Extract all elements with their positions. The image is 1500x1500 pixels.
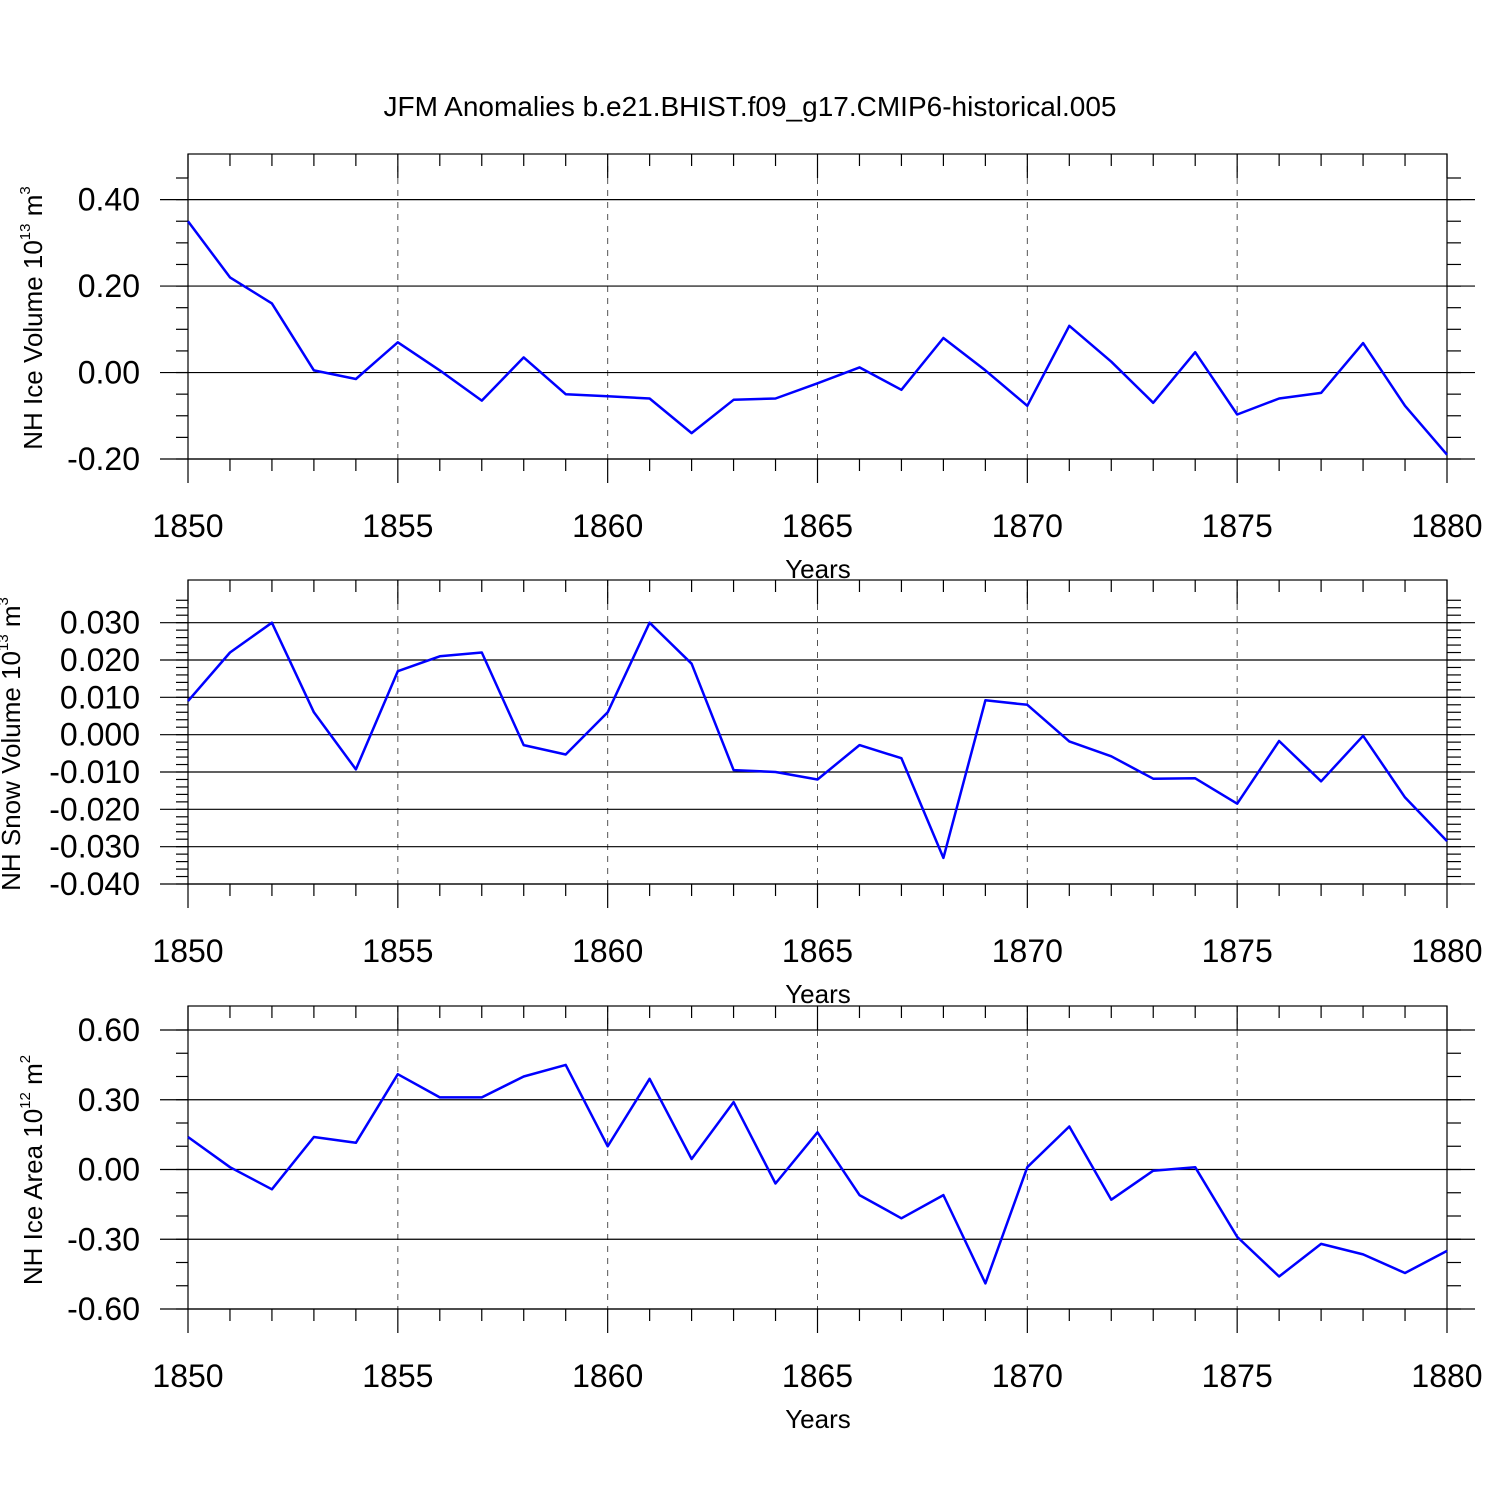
x-tick-labels-ice-volume: 1850 1855 1860 1865 1870 1875 1880: [152, 508, 1482, 544]
y-tick-labels-ice-area: -0.60 -0.30 0.00 0.30 0.60: [67, 1012, 140, 1327]
x-tick-label: 1850: [152, 933, 223, 969]
ticks-snow-volume: [176, 580, 1461, 908]
x-tick-label: 1860: [572, 933, 643, 969]
panel-snow-volume: -0.040-0.030-0.020-0.0100.0000.0100.0200…: [0, 579, 1483, 1009]
panel-ice-area: -0.60-0.300.000.300.60 1850 1855 1860 1865 1…: [17, 1005, 1483, 1434]
y-axis-title-snow-volume: NH Snow Volume 1013 m3: [0, 597, 26, 891]
y-tick-label: 0.30: [78, 1082, 140, 1118]
x-tick-label: 1880: [1411, 933, 1482, 969]
x-tick-label: 1855: [362, 1358, 433, 1394]
y-tick-label: -0.30: [67, 1221, 140, 1257]
series-line-ice-volume: [186, 220, 1448, 456]
y-axis-title-ice-volume: NH Ice Volume 1013 m3: [17, 186, 48, 449]
x-tick-label: 1850: [152, 1358, 223, 1394]
x-axis-title-ice-area: Years: [785, 1404, 851, 1434]
x-tick-labels-snow-volume: 1850 1855 1860 1865 1870 1875 1880: [152, 933, 1482, 969]
y-tick-label: 0.010: [60, 679, 140, 715]
y-axis-title-unit: m: [0, 605, 26, 634]
y-tick-label: 0.00: [78, 355, 140, 391]
y-tick-label: -0.020: [49, 791, 140, 827]
x-tick-label: 1880: [1411, 508, 1482, 544]
series-line-snow-volume: [187, 621, 1448, 860]
grid-ice-area: [397, 1006, 1238, 1309]
x-tick-label: 1870: [992, 508, 1063, 544]
x-axis-title-snow-volume: Years: [785, 979, 851, 1009]
y-tick-label: 0.030: [60, 605, 140, 641]
x-tick-label: 1875: [1202, 933, 1273, 969]
y-axis-title-exponent: 12: [17, 1092, 34, 1109]
y-tick-label: 0.020: [60, 642, 140, 678]
y-axis-title-prefix: NH Snow Volume 10: [0, 651, 26, 891]
x-tick-label: 1875: [1202, 1358, 1273, 1394]
ticks-ice-volume: [176, 154, 1461, 483]
y-axis-title-unit-exponent: 3: [0, 597, 12, 605]
y-tick-labels-ice-volume: -0.20 0.00 0.20 0.40: [67, 182, 140, 477]
y-tick-label: 0.20: [78, 268, 140, 304]
grid-ice-volume: [397, 154, 1238, 459]
x-tick-label: 1870: [992, 1358, 1063, 1394]
x-tick-label: 1850: [152, 508, 223, 544]
x-tick-label: 1875: [1202, 508, 1273, 544]
y-tick-label: -0.040: [49, 866, 140, 902]
x-axis-title-ice-volume: Years: [785, 554, 851, 584]
y-axis-title-unit: m: [18, 195, 48, 224]
x-tick-label: 1860: [572, 1358, 643, 1394]
y-axis-title-prefix: NH Ice Area 10: [18, 1109, 48, 1285]
y-tick-labels-snow-volume: -0.040-0.030-0.020-0.0100.0000.0100.0200…: [49, 605, 140, 902]
y-axis-title-exponent: 13: [0, 634, 12, 651]
ticks-ice-area: [176, 1006, 1461, 1333]
x-tick-label: 1855: [362, 508, 433, 544]
y-tick-label: 0.00: [78, 1152, 140, 1188]
y-axis-title-unit-exponent: 3: [17, 186, 34, 194]
x-tick-label: 1865: [782, 508, 853, 544]
x-tick-label: 1855: [362, 933, 433, 969]
y-axis-title-exponent: 13: [17, 223, 34, 240]
y-tick-label: -0.030: [49, 829, 140, 865]
y-axis-title-ice-area: NH Ice Area 1012 m2: [17, 1055, 48, 1285]
y-tick-label: 0.60: [78, 1012, 140, 1048]
y-axis-title-unit: m: [18, 1063, 48, 1092]
y-axis-title-prefix: NH Ice Volume 10: [18, 240, 48, 450]
series-line-ice-area: [187, 1063, 1448, 1285]
x-tick-label: 1865: [782, 1358, 853, 1394]
figure-title: JFM Anomalies b.e21.BHIST.f09_g17.CMIP6-…: [383, 91, 1116, 122]
y-tick-label: -0.20: [67, 441, 140, 477]
x-tick-label: 1860: [572, 508, 643, 544]
grid-snow-volume: [397, 580, 1238, 884]
x-tick-label: 1870: [992, 933, 1063, 969]
y-tick-label: 0.40: [78, 182, 140, 218]
x-tick-label: 1865: [782, 933, 853, 969]
y-tick-label: -0.60: [67, 1291, 140, 1327]
x-tick-label: 1880: [1411, 1358, 1482, 1394]
y-tick-label: -0.010: [49, 754, 140, 790]
y-axis-title-unit-exponent: 2: [17, 1055, 34, 1063]
y-tick-label: 0.000: [60, 717, 140, 753]
panel-ice-volume: -0.200.000.200.40 1850 1855 1860 1865 1870 18…: [17, 153, 1483, 584]
x-tick-labels-ice-area: 1850 1855 1860 1865 1870 1875 1880: [152, 1358, 1482, 1394]
